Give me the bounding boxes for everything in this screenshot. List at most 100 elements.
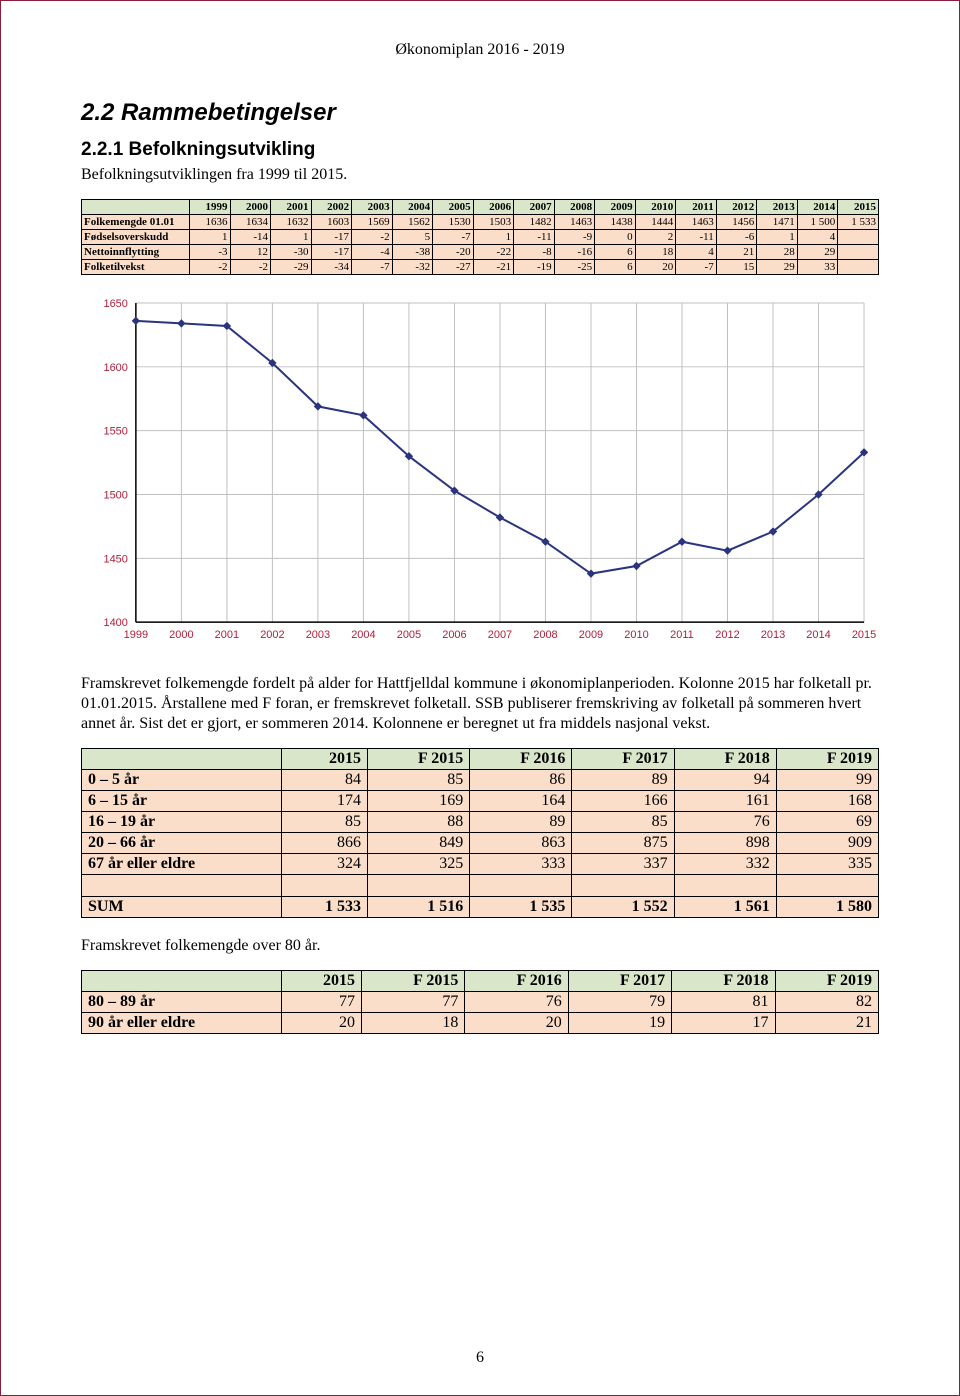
page-header: Økonomiplan 2016 - 2019 xyxy=(81,41,879,59)
table-cell: 1 533 xyxy=(282,897,368,918)
table-col-header: F 2017 xyxy=(572,749,674,770)
table-col-header: 2010 xyxy=(635,200,676,215)
table-cell: 849 xyxy=(368,833,470,854)
table-cell: 1 500 xyxy=(797,215,838,230)
table-col-header: F 2017 xyxy=(568,971,671,992)
svg-text:2005: 2005 xyxy=(397,629,421,641)
table-cell: -38 xyxy=(392,245,433,260)
table-cell: 6 xyxy=(595,260,636,275)
table-cell: 324 xyxy=(282,854,368,875)
projection-by-age-table: 2015F 2015F 2016F 2017F 2018F 20190 – 5 … xyxy=(81,748,879,918)
svg-text:2004: 2004 xyxy=(351,629,375,641)
table-cell: -19 xyxy=(514,260,555,275)
row-label: 80 – 89 år xyxy=(82,992,282,1013)
table-cell: 15 xyxy=(716,260,757,275)
table-cell: 4 xyxy=(676,245,717,260)
table-cell: -16 xyxy=(554,245,595,260)
svg-text:1500: 1500 xyxy=(103,489,127,501)
section-title: 2.2 Rammebetingelser xyxy=(81,99,879,127)
table-cell: 898 xyxy=(674,833,776,854)
table-cell: 1 xyxy=(473,230,514,245)
table-cell: 1 561 xyxy=(674,897,776,918)
table-cell: 18 xyxy=(361,1013,464,1034)
table-cell: 1482 xyxy=(514,215,555,230)
table-cell: -3 xyxy=(190,245,231,260)
table-col-header: F 2015 xyxy=(361,971,464,992)
table-cell: 77 xyxy=(361,992,464,1013)
table-cell: 169 xyxy=(368,791,470,812)
table-cell: 174 xyxy=(282,791,368,812)
table-cell: 866 xyxy=(282,833,368,854)
row-label: SUM xyxy=(82,897,282,918)
table-cell: 1634 xyxy=(230,215,271,230)
projection-over80-table: 2015F 2015F 2016F 2017F 2018F 201980 – 8… xyxy=(81,970,879,1034)
table-col-header: 1999 xyxy=(190,200,231,215)
table-cell: 161 xyxy=(674,791,776,812)
table-col-header: 2002 xyxy=(311,200,352,215)
table-col-header: 2006 xyxy=(473,200,514,215)
svg-text:2012: 2012 xyxy=(715,629,739,641)
table-cell: 166 xyxy=(572,791,674,812)
table-cell: 4 xyxy=(797,230,838,245)
svg-text:2014: 2014 xyxy=(806,629,830,641)
table-cell: 1632 xyxy=(271,215,312,230)
svg-text:1650: 1650 xyxy=(103,298,127,310)
table-cell: -21 xyxy=(473,260,514,275)
table-cell: 18 xyxy=(635,245,676,260)
svg-text:2015: 2015 xyxy=(852,629,876,641)
table-header-empty xyxy=(82,200,190,215)
table-sum-row: SUM1 5331 5161 5351 5521 5611 580 xyxy=(82,897,879,918)
table-cell: -7 xyxy=(352,260,393,275)
page-number: 6 xyxy=(1,1349,959,1367)
table-cell: -17 xyxy=(311,245,352,260)
table-cell: 29 xyxy=(797,245,838,260)
table-col-header: 2011 xyxy=(676,200,717,215)
table-col-header: 2000 xyxy=(230,200,271,215)
table-cell: -2 xyxy=(190,260,231,275)
page: Økonomiplan 2016 - 2019 2.2 Rammebetinge… xyxy=(0,0,960,1396)
row-label: Folkemengde 01.01 xyxy=(82,215,190,230)
table-row: Folkemengde 01.0116361634163216031569156… xyxy=(82,215,879,230)
table-cell: 85 xyxy=(368,770,470,791)
table-cell: 81 xyxy=(672,992,775,1013)
table-cell: 1456 xyxy=(716,215,757,230)
table-spacer-row xyxy=(82,875,879,897)
table-cell: -32 xyxy=(392,260,433,275)
table-cell: 1562 xyxy=(392,215,433,230)
table-col-header: F 2016 xyxy=(470,749,572,770)
table-col-header: F 2016 xyxy=(465,971,568,992)
table-row: 16 – 19 år858889857669 xyxy=(82,812,879,833)
table-cell: 863 xyxy=(470,833,572,854)
table-col-header: 2015 xyxy=(282,971,362,992)
table-cell: 69 xyxy=(776,812,878,833)
svg-text:2009: 2009 xyxy=(579,629,603,641)
table-cell: 88 xyxy=(368,812,470,833)
table-row: 90 år eller eldre201820191721 xyxy=(82,1013,879,1034)
table-row: 67 år eller eldre324325333337332335 xyxy=(82,854,879,875)
table-cell: 77 xyxy=(282,992,362,1013)
table-cell: 85 xyxy=(572,812,674,833)
table-cell: 76 xyxy=(465,992,568,1013)
population-history-table: 1999200020012002200320042005200620072008… xyxy=(81,199,879,275)
table-cell: 20 xyxy=(635,260,676,275)
table-cell: 89 xyxy=(470,812,572,833)
table-cell: 333 xyxy=(470,854,572,875)
table-cell: 99 xyxy=(776,770,878,791)
table-col-header: 2001 xyxy=(271,200,312,215)
table-cell: -9 xyxy=(554,230,595,245)
table-cell: 909 xyxy=(776,833,878,854)
table-cell: 875 xyxy=(572,833,674,854)
svg-text:2000: 2000 xyxy=(169,629,193,641)
table-header-empty xyxy=(82,749,282,770)
table-cell: -4 xyxy=(352,245,393,260)
table-cell: -17 xyxy=(311,230,352,245)
table-cell: 1636 xyxy=(190,215,231,230)
table-row: Nettoinnflytting-312-30-17-4-38-20-22-8-… xyxy=(82,245,879,260)
table-col-header: 2003 xyxy=(352,200,393,215)
svg-text:2006: 2006 xyxy=(442,629,466,641)
table-cell xyxy=(838,230,879,245)
table-row: 0 – 5 år848586899499 xyxy=(82,770,879,791)
table-cell: -2 xyxy=(352,230,393,245)
svg-text:1400: 1400 xyxy=(103,617,127,629)
table-row: 80 – 89 år777776798182 xyxy=(82,992,879,1013)
